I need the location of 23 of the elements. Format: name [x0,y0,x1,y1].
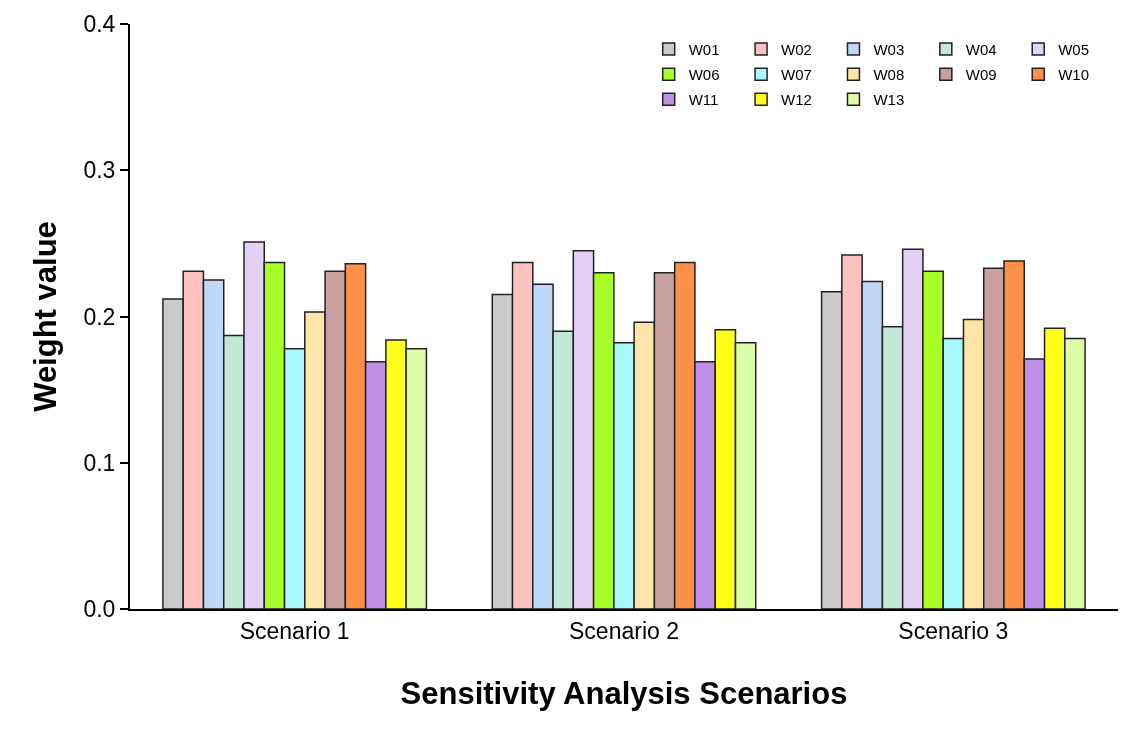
legend-label: W12 [781,91,812,109]
x-tick-label: Scenario 2 [569,617,679,644]
legend-label: W01 [688,40,720,58]
legend-label: W06 [688,66,720,84]
legend-label: W10 [1058,66,1090,84]
y-tick-label: 0.1 [83,449,116,476]
x-tick-label: Scenario 1 [239,617,350,644]
legend-label: W04 [965,40,997,58]
legend-label: W09 [965,66,997,84]
y-tick-label: 0.3 [83,157,116,184]
legend-label: W11 [688,91,719,109]
y-tick-label: 0.4 [83,11,116,38]
y-axis-title: Weight value [27,221,63,412]
legend-label: W07 [781,66,812,84]
y-tick-label: 0.2 [83,303,116,330]
legend-label: W05 [1058,40,1090,58]
x-tick-label: Scenario 3 [898,617,1009,644]
legend-label: W13 [873,91,905,109]
legend-label: W08 [873,66,905,84]
legend-label: W02 [781,40,812,58]
x-axis-title: Sensitivity Analysis Scenarios [400,676,848,712]
y-tick-label: 0.0 [83,596,116,623]
legend-label: W03 [873,40,905,58]
